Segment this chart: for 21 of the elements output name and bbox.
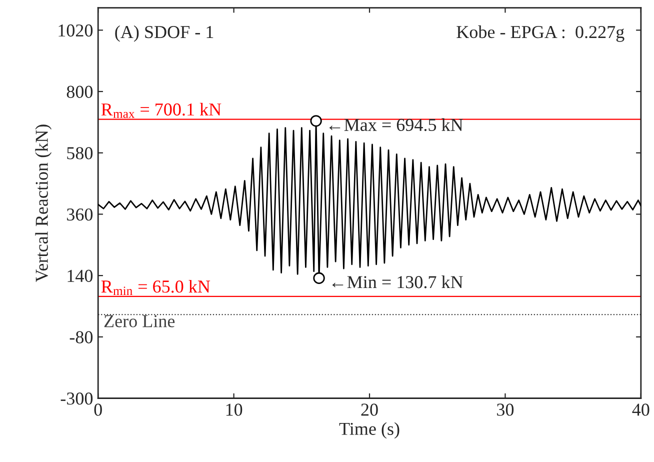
y-tick-label: 140 [68, 270, 93, 282]
y-tick-label: 1020 [58, 24, 93, 37]
ref-line-label: R$_{min}$ = 65.0 kN [101, 280, 210, 295]
x-tick-label: 40 [632, 404, 650, 416]
y-tick-label: -80 [70, 331, 93, 344]
x-tick-label: 0 [94, 404, 102, 416]
x-tick-label: 10 [226, 404, 242, 416]
y-tick-label: 580 [67, 147, 93, 160]
y-axis-title: Vertcal Reaction (kN) [35, 124, 52, 282]
annotation: ←Min = 130.7 kN [332, 276, 463, 288]
y-tick-label: -300 [60, 392, 93, 405]
y-tick-label: 360 [67, 208, 93, 221]
y-tick-label: 800 [66, 86, 93, 98]
annotation: ←Max = 694.5 kN [329, 118, 463, 132]
ref-line-label: R$_{max}$ = 700.1 kN [101, 102, 222, 118]
x-tick-label: 20 [361, 404, 378, 416]
x-axis-title: Time (s) [339, 422, 400, 439]
annotation: Kobe - EPGA : 0.227g [456, 25, 624, 42]
x-tick-label: 30 [497, 404, 514, 416]
annotation: (A) SDOF - 1 [115, 25, 214, 42]
ref-line-label: Zero Line [104, 315, 175, 328]
